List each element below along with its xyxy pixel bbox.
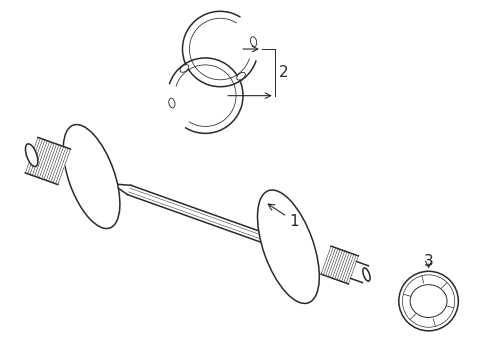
Text: 1: 1 [268, 204, 299, 229]
Ellipse shape [180, 65, 189, 72]
Ellipse shape [250, 37, 257, 46]
Ellipse shape [169, 98, 175, 108]
Ellipse shape [79, 153, 104, 200]
Polygon shape [127, 185, 280, 248]
Ellipse shape [363, 268, 370, 281]
Ellipse shape [74, 144, 109, 209]
Polygon shape [350, 261, 368, 283]
Ellipse shape [410, 285, 447, 318]
Ellipse shape [274, 220, 303, 273]
Ellipse shape [237, 72, 245, 80]
Ellipse shape [25, 144, 38, 167]
Ellipse shape [63, 125, 120, 229]
Ellipse shape [278, 228, 299, 266]
Polygon shape [25, 138, 71, 185]
Text: 3: 3 [424, 254, 434, 269]
Ellipse shape [264, 201, 313, 292]
Text: 2: 2 [279, 65, 288, 80]
Polygon shape [321, 246, 359, 284]
Ellipse shape [270, 212, 307, 282]
Ellipse shape [69, 135, 114, 218]
Ellipse shape [258, 190, 319, 303]
Circle shape [399, 271, 458, 331]
